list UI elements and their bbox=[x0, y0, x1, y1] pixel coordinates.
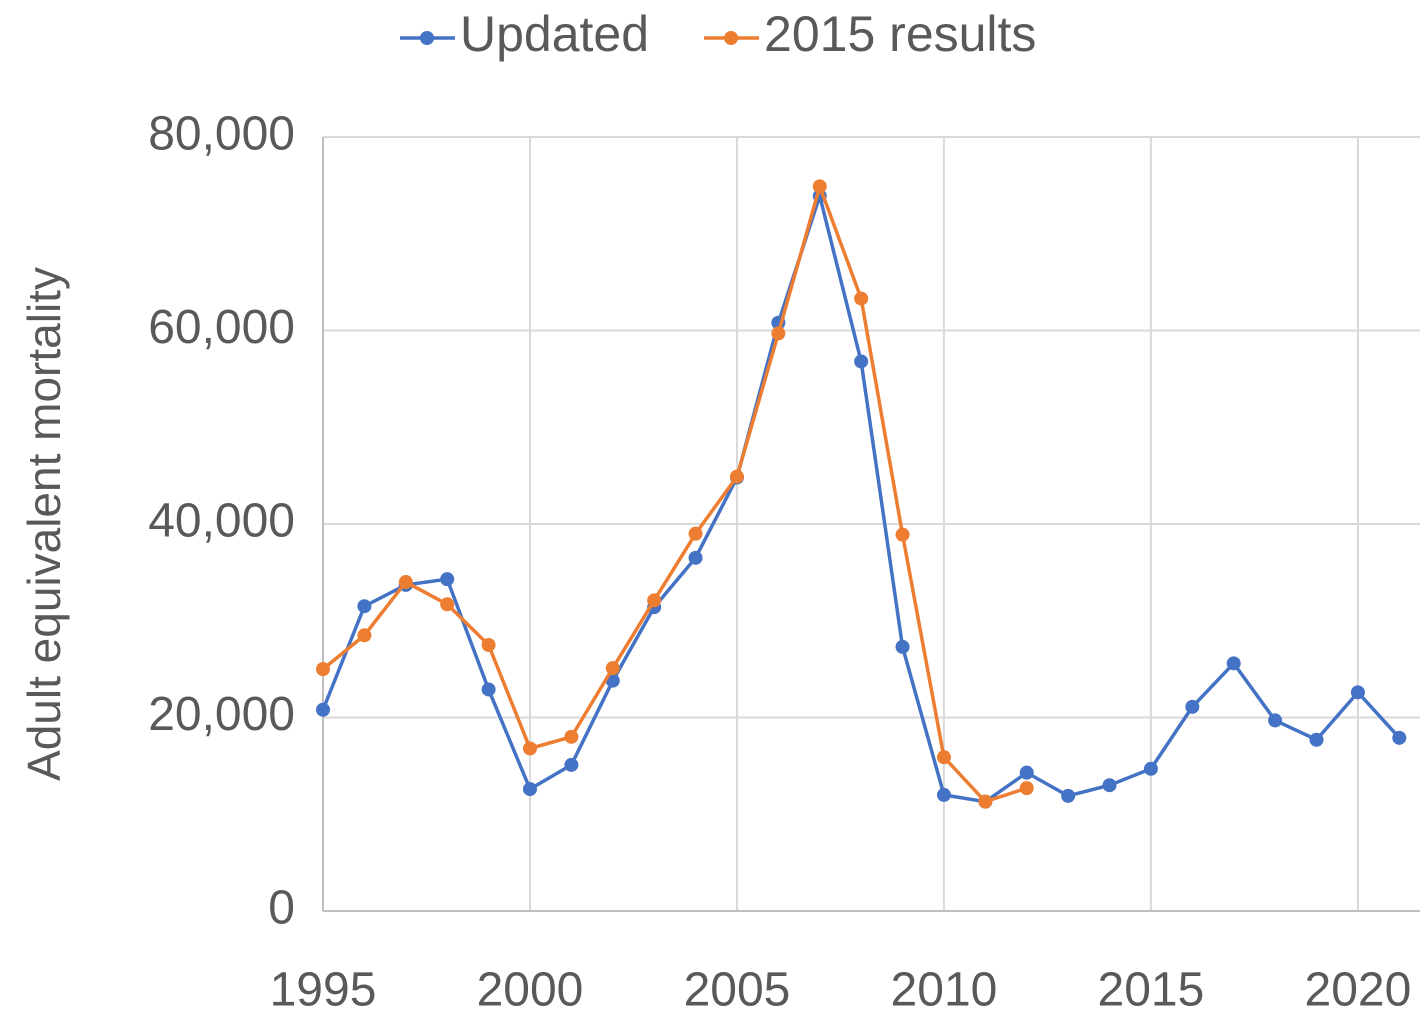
x-tick-label: 2020 bbox=[1305, 964, 1412, 1017]
series-line bbox=[321, 180, 1028, 804]
data-point bbox=[398, 575, 413, 590]
data-point bbox=[1185, 699, 1200, 714]
data-point bbox=[1102, 778, 1117, 793]
data-point bbox=[854, 291, 869, 306]
x-tick-label: 2015 bbox=[1098, 964, 1205, 1017]
data-point bbox=[357, 628, 372, 643]
y-axis-label: Adult equivalent mortality bbox=[18, 267, 70, 781]
data-point bbox=[564, 729, 579, 744]
data-point bbox=[564, 757, 579, 772]
data-point bbox=[357, 599, 372, 614]
data-point bbox=[1226, 656, 1241, 671]
data-point bbox=[895, 527, 910, 542]
legend-label: 2015 results bbox=[764, 6, 1036, 62]
x-tick-label: 2000 bbox=[477, 964, 584, 1017]
data-point bbox=[729, 469, 744, 484]
data-point bbox=[936, 787, 951, 802]
data-point bbox=[316, 702, 330, 717]
data-point bbox=[605, 661, 620, 676]
data-point bbox=[481, 637, 496, 652]
data-point bbox=[771, 326, 786, 341]
legend-marker bbox=[724, 31, 739, 45]
data-point bbox=[936, 750, 951, 765]
data-point bbox=[1268, 713, 1283, 728]
data-point bbox=[978, 794, 993, 809]
data-point bbox=[688, 526, 703, 541]
data-point bbox=[440, 572, 455, 587]
data-point bbox=[688, 550, 703, 565]
y-tick-label: 20,000 bbox=[148, 688, 295, 741]
y-tick-label: 0 bbox=[268, 882, 295, 935]
data-point bbox=[522, 741, 537, 756]
data-point bbox=[1019, 765, 1034, 780]
data-point bbox=[1350, 685, 1365, 700]
data-point bbox=[481, 682, 496, 697]
data-point bbox=[1019, 781, 1034, 796]
data-point bbox=[647, 593, 662, 608]
data-point bbox=[1143, 761, 1158, 776]
legend-label: Updated bbox=[460, 6, 649, 62]
legend-marker bbox=[420, 31, 434, 45]
data-point bbox=[895, 639, 910, 654]
x-tick-label: 2005 bbox=[684, 964, 791, 1017]
data-point bbox=[1392, 730, 1407, 745]
data-point bbox=[316, 662, 330, 677]
y-tick-label: 80,000 bbox=[148, 108, 295, 161]
y-tick-label: 60,000 bbox=[148, 301, 295, 354]
x-tick-label: 2010 bbox=[891, 964, 998, 1017]
y-tick-label: 40,000 bbox=[148, 495, 295, 548]
data-point bbox=[854, 354, 869, 369]
x-tick-label: 1995 bbox=[270, 964, 377, 1017]
data-point bbox=[812, 179, 827, 194]
data-point bbox=[1309, 732, 1324, 747]
data-point bbox=[440, 597, 455, 612]
series-line bbox=[321, 189, 1401, 804]
data-point bbox=[522, 782, 537, 797]
data-point bbox=[1061, 788, 1076, 803]
